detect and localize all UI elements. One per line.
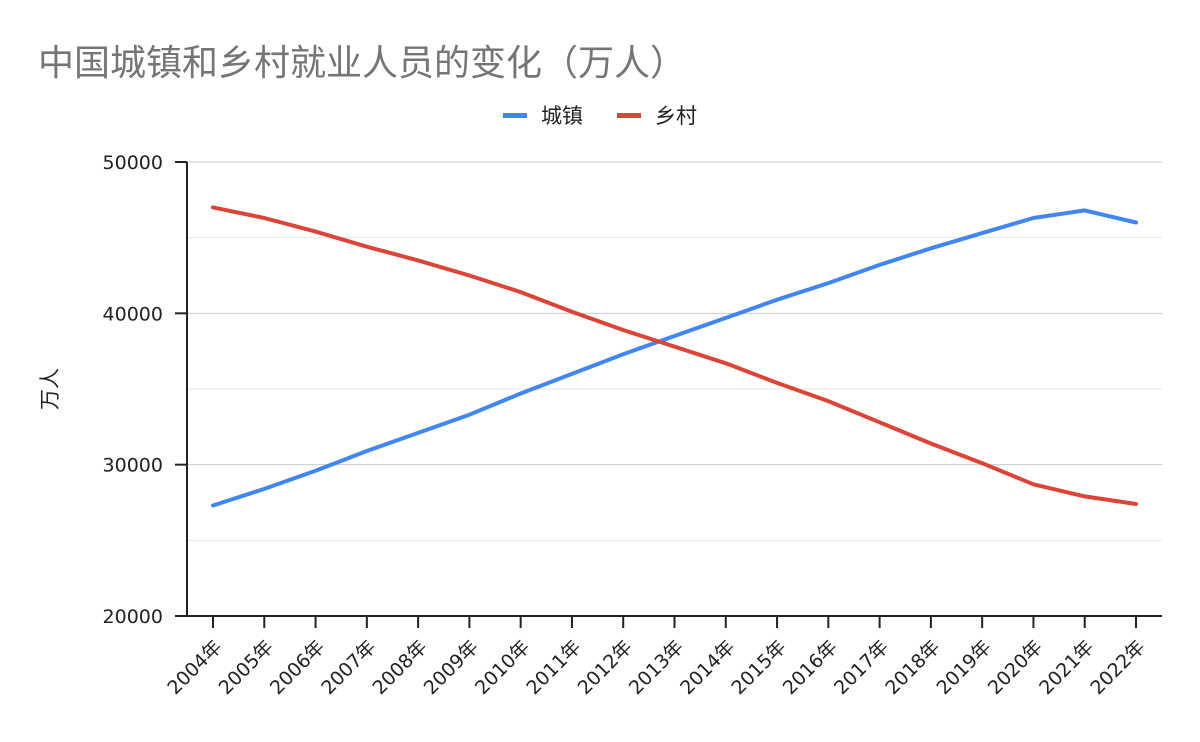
y-tick-label: 40000	[103, 303, 163, 325]
x-tick-label: 2010年	[471, 636, 534, 699]
chart-title: 中国城镇和乡村就业人员的变化（万人）	[38, 43, 687, 84]
x-tick-label: 2005年	[215, 636, 278, 699]
x-tick-label: 2008年	[368, 636, 431, 699]
x-tick-label: 2019年	[933, 636, 996, 699]
y-axis-title: 万人	[38, 368, 62, 410]
x-tick-label: 2013年	[625, 636, 688, 699]
series-line-rural	[211, 205, 1138, 506]
y-tick-label: 50000	[103, 152, 163, 174]
x-tick-label: 2014年	[676, 636, 739, 699]
y-tick-label: 20000	[103, 606, 163, 628]
x-tick-label: 2017年	[830, 636, 893, 699]
legend-label-urban: 城镇	[541, 104, 583, 128]
x-tick-label: 2015年	[727, 636, 790, 699]
legend-item-urban[interactable]: 城镇	[503, 100, 583, 130]
x-tick-label: 2018年	[881, 636, 944, 699]
x-tick-label: 2021年	[1035, 636, 1098, 699]
legend-swatch-urban	[503, 112, 527, 118]
x-tick-label: 2012年	[574, 636, 637, 699]
x-tick-label: 2006年	[266, 636, 329, 699]
x-tick-label: 2004年	[163, 636, 226, 699]
legend-swatch-rural	[617, 112, 641, 118]
chart-legend: 城镇 乡村	[0, 100, 1200, 130]
legend-item-rural[interactable]: 乡村	[617, 100, 697, 130]
x-tick-label: 2016年	[779, 636, 842, 699]
x-tick-label: 2020年	[984, 636, 1047, 699]
x-tick-label: 2009年	[420, 636, 483, 699]
y-tick-label: 30000	[103, 455, 163, 477]
x-tick-label: 2011年	[522, 636, 585, 699]
legend-label-rural: 乡村	[655, 104, 697, 128]
series-line-urban	[211, 208, 1138, 508]
x-tick-label: 2022年	[1086, 636, 1149, 699]
x-tick-label: 2007年	[317, 636, 380, 699]
